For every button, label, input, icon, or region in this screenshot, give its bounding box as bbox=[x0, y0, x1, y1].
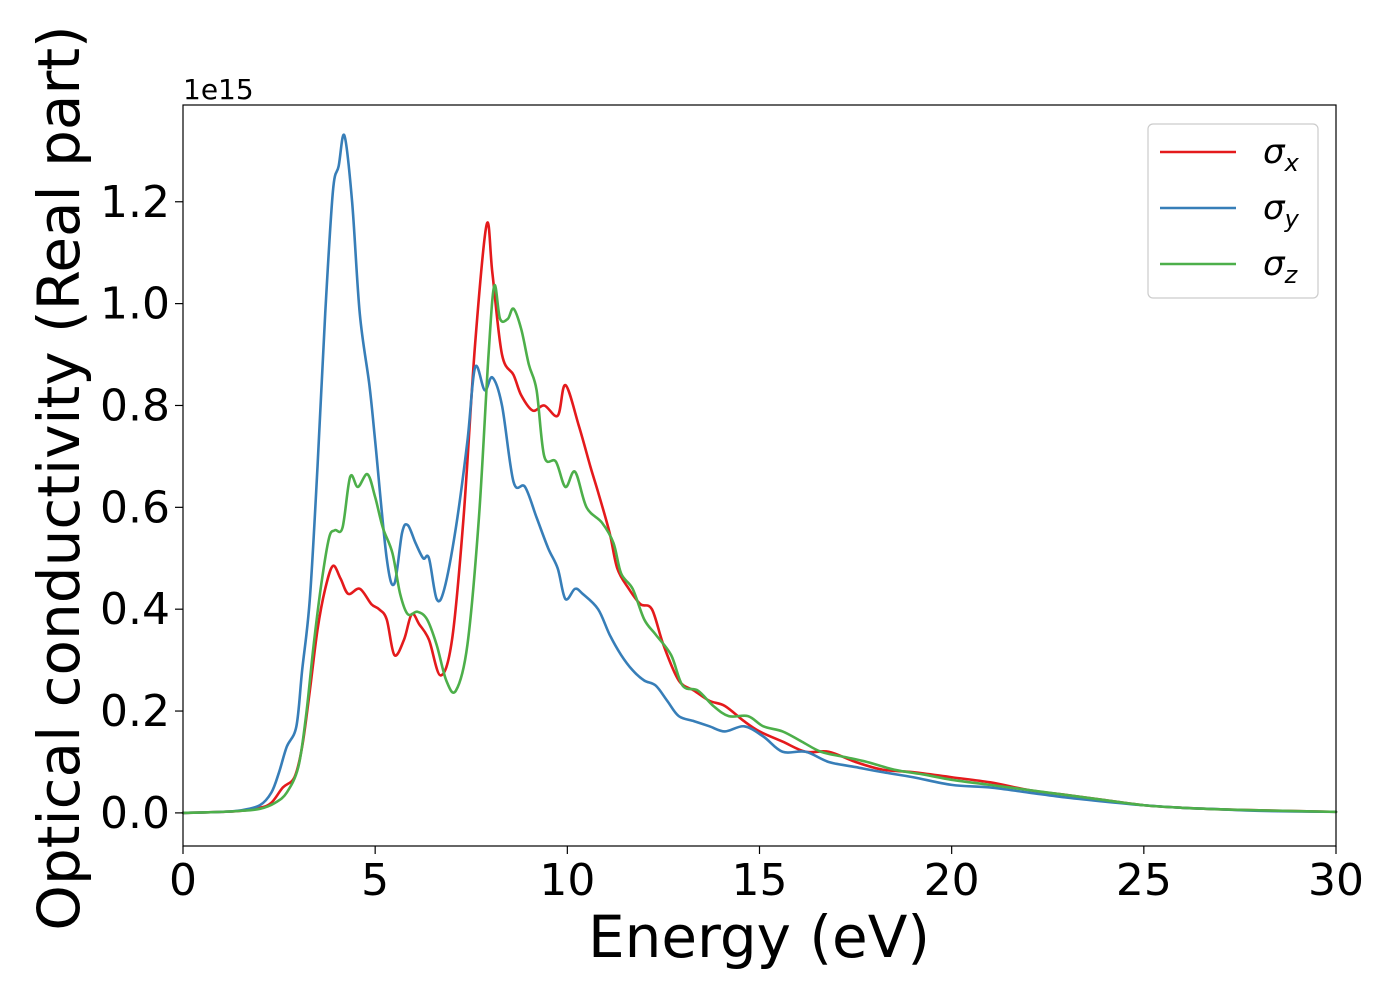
y-offset-label: 1e15 bbox=[183, 73, 254, 106]
y-tick-label: 0.6 bbox=[100, 482, 170, 533]
legend-label-y: σy bbox=[1263, 188, 1300, 233]
series-line-y bbox=[181, 133, 1338, 815]
y-tick-label: 0.4 bbox=[100, 584, 170, 635]
x-tick-label: 10 bbox=[539, 855, 595, 906]
legend-frame bbox=[1147, 123, 1319, 299]
x-tick-label: 5 bbox=[361, 855, 389, 906]
y-tick-label: 0.0 bbox=[100, 788, 170, 839]
y-tick-label: 0.2 bbox=[100, 686, 170, 737]
legend-symbol: σ bbox=[1263, 244, 1286, 284]
legend-subscript: x bbox=[1284, 149, 1300, 177]
series-layer bbox=[181, 133, 1338, 815]
x-tick-label: 15 bbox=[732, 855, 788, 906]
x-tick-label: 30 bbox=[1308, 855, 1364, 906]
x-axis-ticks: 0 5 10 15 20 25 30 bbox=[169, 846, 1364, 906]
legend-subscript: y bbox=[1284, 205, 1300, 233]
x-axis-title: Energy (eV) bbox=[588, 903, 930, 971]
legend-symbol: σ bbox=[1263, 188, 1286, 228]
y-tick-label: 0.8 bbox=[100, 380, 170, 431]
legend-symbol: σ bbox=[1263, 132, 1286, 172]
y-tick-label: 1.2 bbox=[100, 177, 170, 228]
x-tick-label: 20 bbox=[924, 855, 980, 906]
series-line-x bbox=[181, 221, 1338, 815]
series-line-z bbox=[181, 283, 1338, 815]
legend-label-x: σx bbox=[1263, 132, 1300, 177]
y-tick-label: 1.0 bbox=[100, 279, 170, 330]
x-tick-label: 25 bbox=[1116, 855, 1172, 906]
legend-subscript: z bbox=[1284, 261, 1299, 289]
x-tick-label: 0 bbox=[169, 855, 197, 906]
y-axis-ticks: 0.0 0.2 0.4 0.6 0.8 1.0 1.2 bbox=[100, 177, 183, 839]
y-axis-title: Optical conductivity (Real part) bbox=[25, 25, 93, 930]
legend-label-z: σz bbox=[1263, 244, 1299, 289]
